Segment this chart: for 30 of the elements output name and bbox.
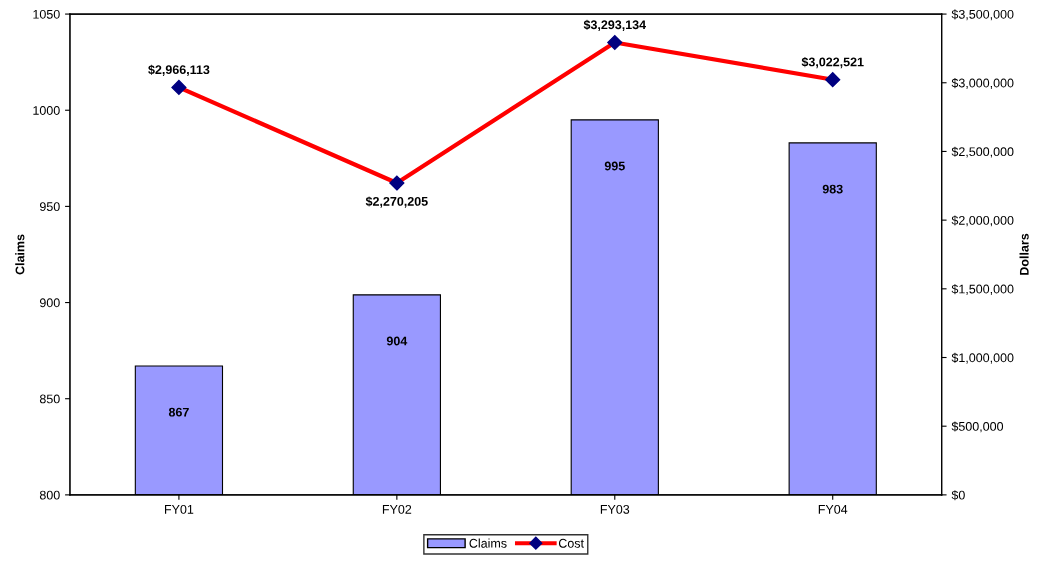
x-tick-label: FY04 <box>818 504 848 514</box>
legend-label: Claims <box>469 538 507 548</box>
x-tick-label: FY03 <box>600 504 630 514</box>
data-label: 904 <box>386 336 408 346</box>
y-axis-title: Claims <box>15 234 25 275</box>
data-label: 995 <box>604 161 625 171</box>
y2-tick-label: $3,000,000 <box>951 78 1014 89</box>
y2-axis-title: Dollars <box>1019 233 1029 275</box>
data-label: $2,270,205 <box>365 196 428 208</box>
y2-tick-label: $2,000,000 <box>951 215 1014 227</box>
y-tick-label: 800 <box>39 490 60 500</box>
x-tick-label: FY02 <box>382 504 412 514</box>
y2-tick-label: $2,500,000 <box>951 146 1014 158</box>
data-label: 867 <box>168 407 189 417</box>
data-label: 983 <box>822 184 843 194</box>
y2-tick-label: $0 <box>951 490 965 501</box>
y2-tick-label: $500,000 <box>951 421 1004 433</box>
y-tick-label: 1050 <box>33 9 60 19</box>
y-tick-label: 950 <box>39 202 60 212</box>
x-tick-label: FY01 <box>165 504 194 514</box>
y-tick-label: 850 <box>39 394 60 404</box>
data-label: $3,293,134 <box>583 19 646 31</box>
y-tick-label: 900 <box>39 298 60 308</box>
y2-tick-label: $3,500,000 <box>951 9 1014 21</box>
y-tick-label: 1000 <box>33 106 60 115</box>
legend-label: Cost <box>558 538 584 548</box>
y2-tick-label: $1,000,000 <box>951 352 1014 364</box>
data-label: $3,022,521 <box>801 56 864 69</box>
data-label: $2,966,113 <box>148 64 210 76</box>
y2-tick-label: $1,500,000 <box>951 284 1014 295</box>
